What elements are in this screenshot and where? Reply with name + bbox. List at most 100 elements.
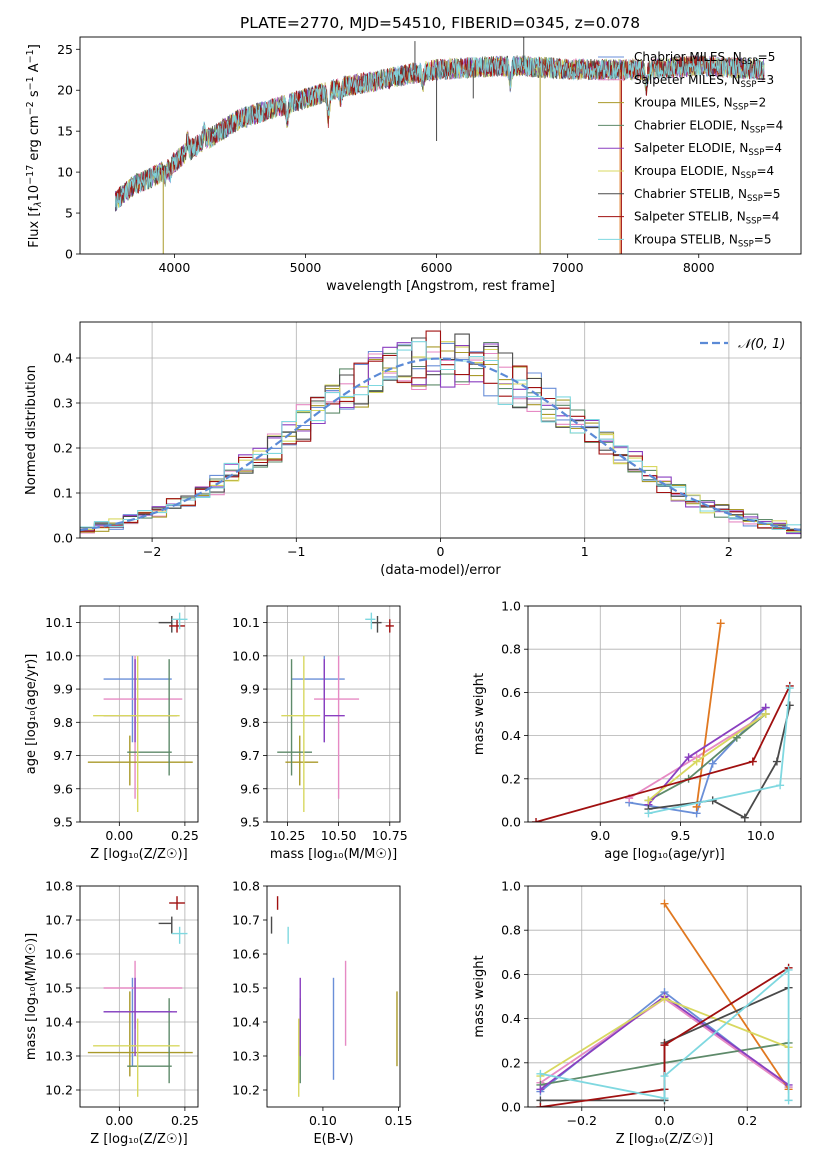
weight-marker — [785, 684, 794, 693]
histogram-step — [80, 330, 801, 532]
weight_vs_Z-plot-area — [536, 899, 793, 1107]
y-tick-label: 0.6 — [501, 967, 521, 982]
y-axis-label: mass weight — [472, 673, 487, 755]
y-axis-label: age [log₁₀(age/yr)] — [24, 654, 39, 775]
x-tick-label: 2 — [725, 544, 733, 559]
y-tick-label: 0.4 — [501, 1011, 521, 1026]
weight-line — [540, 967, 790, 1107]
spectrum-plot-area — [115, 37, 765, 254]
histogram-step — [80, 342, 801, 535]
weight-marker — [684, 753, 693, 762]
weight-line — [663, 903, 790, 1090]
legend-label: 𝒩(0, 1) — [738, 337, 785, 352]
weight-marker — [532, 818, 541, 822]
legend-label: Salpeter MILES, NSSP=3 — [634, 73, 774, 90]
y-tick-label: 0.8 — [501, 923, 521, 938]
y-tick-label: 10.0 — [45, 648, 73, 663]
residuals-legend: 𝒩(0, 1) — [700, 337, 785, 352]
x-tick-label: 10.25 — [270, 828, 306, 843]
weight-marker — [644, 809, 653, 818]
y-tick-label: 0.3 — [53, 396, 73, 411]
weight-line — [695, 623, 722, 808]
weight_vs_age-plot-area — [532, 619, 794, 822]
x-tick-label: −2 — [143, 544, 161, 559]
x-axis-label: Z [log₁₀(Z/Z☉)] — [90, 1132, 187, 1147]
weight-marker — [761, 710, 770, 718]
y-axis-label: Flux [fλ10−17 erg cm−2 s−1 A−1] — [25, 44, 44, 248]
x-tick-label: 5000 — [290, 260, 322, 275]
weight-marker — [740, 813, 749, 822]
y-tick-label: 10.2 — [45, 1083, 73, 1098]
residuals-panel: −2 −1 0 1 2 0.0 0.1 0.2 0.3 0.4 (data-model)/error… — [24, 321, 802, 578]
x-tick-label: 0.00 — [105, 828, 133, 843]
y-tick-label: 0.0 — [53, 531, 73, 546]
y-tick-label: 25 — [57, 42, 73, 57]
legend-label: Kroupa STELIB, NSSP=5 — [634, 232, 772, 249]
y-tick-label: 0.8 — [501, 642, 521, 657]
x-axis-label: wavelength [Angstrom, rest frame] — [326, 279, 555, 294]
weight-marker — [692, 757, 701, 766]
y-tick-label: 9.9 — [53, 682, 73, 697]
x-tick-label: 0.0 — [655, 1113, 675, 1128]
weight-marker — [660, 994, 669, 1003]
x-tick-label: 10.0 — [747, 828, 775, 843]
x-axis-label: Z [log₁₀(Z/Z☉)] — [616, 1132, 713, 1147]
y-tick-label: 10.6 — [45, 947, 73, 962]
y-tick-label: 10.6 — [232, 947, 260, 962]
axes-frame — [79, 605, 199, 823]
y-tick-label: 0.0 — [501, 1100, 521, 1115]
y-tick-label: 10.3 — [232, 1049, 260, 1064]
y-tick-label: 0.4 — [53, 351, 73, 366]
x-axis-label: Z [log₁₀(Z/Z☉)] — [90, 847, 187, 862]
age_vs_mass-plot-area — [277, 612, 394, 813]
weight-marker — [708, 759, 717, 768]
y-tick-label: 10.5 — [232, 981, 260, 996]
spectrum-line — [115, 55, 765, 210]
x-tick-label: 7000 — [552, 260, 584, 275]
age_vs_Z-panel: 0.00 0.25 9.5 9.6 9.7 9.8 9.9 10.0 10.1 Z [log₁₀(… — [24, 605, 199, 862]
y-tick-label: 9.8 — [53, 715, 73, 730]
y-tick-label: 9.5 — [240, 815, 260, 830]
weight-marker — [692, 802, 701, 811]
y-tick-label: 0.2 — [501, 771, 521, 786]
y-tick-label: 10.1 — [232, 615, 260, 630]
x-tick-label: 9.0 — [590, 828, 610, 843]
y-tick-label: 15 — [57, 124, 73, 139]
legend-label: Kroupa MILES, NSSP=2 — [634, 96, 766, 113]
age_vs_mass-panel: 10.25 10.50 10.75 9.5 9.6 9.7 9.8 9.9 10.0 10.1 ma… — [232, 605, 408, 862]
y-tick-label: 10.8 — [232, 879, 260, 894]
x-tick-label: 0.25 — [171, 1113, 199, 1128]
y-tick-label: 10.7 — [45, 913, 73, 928]
y-tick-label: 9.9 — [240, 682, 260, 697]
weight-line — [535, 685, 791, 822]
y-tick-label: 10.0 — [232, 648, 260, 663]
weight-marker — [748, 757, 757, 766]
figure-title: PLATE=2770, MJD=54510, FIBERID=0345, z=0… — [240, 14, 640, 32]
y-tick-label: 10.4 — [232, 1015, 260, 1030]
y-axis-label: mass weight — [472, 955, 487, 1037]
x-tick-label: 6000 — [421, 260, 453, 275]
axes-frame — [79, 885, 199, 1108]
axes-frame — [79, 321, 802, 539]
x-axis-label: E(B-V) — [313, 1132, 353, 1147]
x-axis-label: (data-model)/error — [380, 563, 501, 578]
y-tick-label: 10.1 — [45, 615, 73, 630]
weight-marker — [716, 619, 725, 628]
y-tick-label: 0.6 — [501, 685, 521, 700]
y-tick-label: 9.7 — [240, 748, 260, 763]
y-tick-label: 0.4 — [501, 728, 521, 743]
y-tick-label: 9.6 — [240, 781, 260, 796]
weight-marker — [536, 1103, 545, 1107]
weight-marker — [660, 1041, 669, 1050]
y-tick-label: 10 — [57, 165, 73, 180]
y-tick-label: 0.2 — [501, 1055, 521, 1070]
axes-frame — [527, 605, 802, 823]
y-tick-label: 0.0 — [501, 815, 521, 830]
x-tick-label: 9.5 — [671, 828, 691, 843]
y-tick-label: 9.7 — [53, 748, 73, 763]
legend-label: Kroupa ELODIE, NSSP=4 — [634, 164, 774, 181]
mass_vs_Z-panel: 0.00 0.25 10.2 10.3 10.4 10.5 10.6 10.7 10.8 Z [l… — [24, 879, 199, 1148]
weight-line — [648, 705, 791, 819]
y-tick-label: 10.4 — [45, 1015, 73, 1030]
legend-label: Chabrier STELIB, NSSP=5 — [634, 187, 781, 204]
